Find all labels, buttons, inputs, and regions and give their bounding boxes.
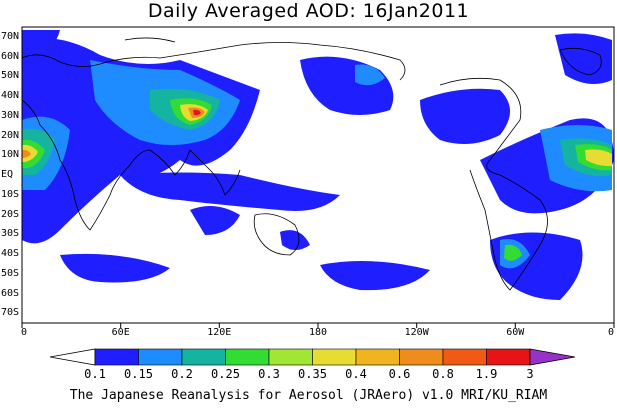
colorbar-label: 0.25 [211,367,240,381]
colorbar-label: 0.3 [258,367,280,381]
lat-label: 30S [1,228,20,239]
colorbar-box [181,348,226,366]
footer-credit: The Japanese Reanalysis for Aerosol (JRA… [69,388,548,403]
colorbar-box [399,348,444,366]
colorbar [49,348,576,366]
colorbar-label: 0.15 [124,367,153,381]
lat-label: 60N [1,51,20,62]
colorbar-label: 1.9 [475,367,498,381]
axis-ticks [21,323,615,328]
lon-label: 60E [111,327,130,338]
lon-label: 120W [404,327,429,338]
colorbar-box [312,348,357,366]
colorbar-label: 0.35 [298,367,327,381]
lat-label: 60S [1,288,20,299]
colorbar-box [138,348,183,366]
colorbar-label: 3 [526,367,534,381]
lon-label: 60W [506,327,525,338]
colorbar-box [225,348,270,366]
lat-label: 70N [1,31,20,42]
colorbar-label: 0.8 [432,367,454,381]
lon-label: 0 [607,327,615,338]
colorbar-label: 0.4 [345,367,367,381]
colorbar-box [442,348,487,366]
lat-label: 30N [1,110,20,121]
lat-label: 10S [1,189,20,200]
lat-label: 10N [1,149,20,160]
lat-label: 20N [1,130,20,141]
lat-label: 40N [1,90,20,101]
colorbar-label: 0.6 [388,367,411,381]
colorbar-box [268,348,313,366]
colorbar-label: 0.1 [84,367,106,381]
lon-label: 180 [308,327,328,338]
lat-label: 40S [1,248,20,259]
colorbar-box [486,348,531,366]
coastlines [22,37,602,291]
page-title: Daily Averaged AOD: 16Jan2011 [147,0,470,22]
colorbar-label: 0.2 [171,367,193,381]
lat-label: 70S [1,307,20,318]
colorbar-high-arrow [529,348,576,366]
aod-field [22,30,614,300]
colorbar-box [94,348,139,366]
colorbar-box [355,348,400,366]
lat-label: 50S [1,268,20,279]
lat-label: 50N [1,70,20,81]
lon-label: 120E [207,327,232,338]
lon-label: 0 [20,327,28,338]
lat-label: 20S [1,209,20,220]
colorbar-low-arrow [49,348,96,366]
lat-label: EQ [1,169,14,180]
